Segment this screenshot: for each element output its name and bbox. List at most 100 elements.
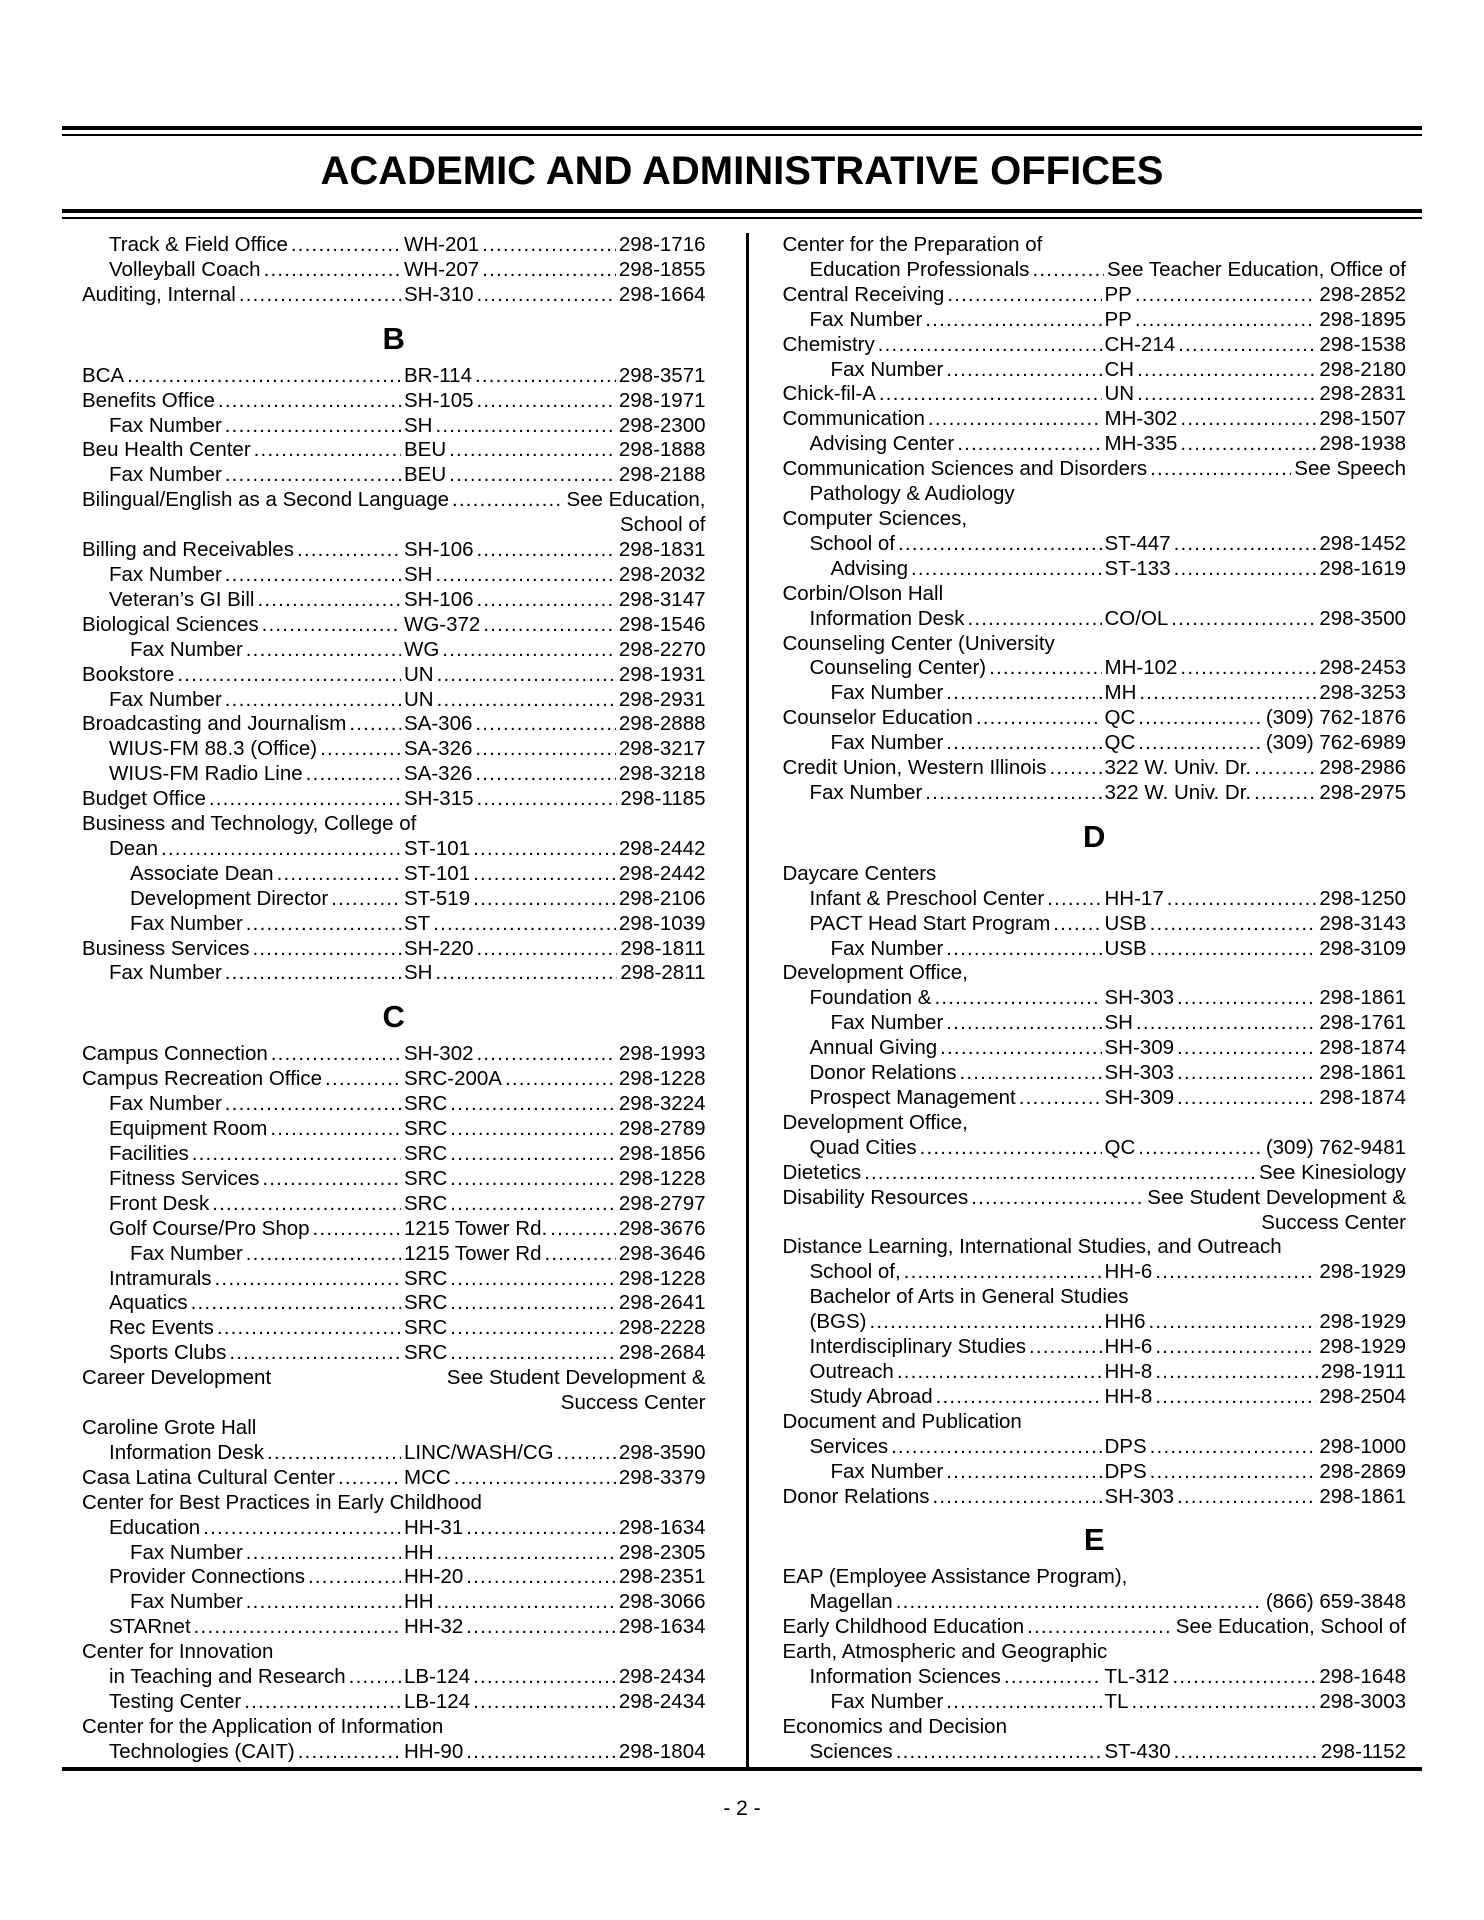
entry-left: Technologies (CAIT) xyxy=(109,1740,404,1765)
dot-leader xyxy=(545,1242,616,1267)
entry-location: SA-326 xyxy=(404,737,473,761)
dot-leader xyxy=(257,588,401,613)
entry-left: Fax Number xyxy=(831,1011,1105,1036)
directory-entry: Auditing, Internal SH-310 298-1664 xyxy=(82,283,706,308)
directory-entry: Fitness Services SRC 298-1228 xyxy=(82,1167,706,1192)
dot-leader xyxy=(928,407,1102,432)
directory-entry: Counseling Center) MH-102 298-2453 xyxy=(783,656,1407,681)
entry-phone: 298-1931 xyxy=(618,662,706,686)
entry-left: Provider Connections xyxy=(109,1565,404,1590)
entry-name: (BGS) xyxy=(809,1310,867,1334)
entry-name: Sports Clubs xyxy=(109,1341,227,1365)
entry-name: Broadcasting and Journalism xyxy=(82,712,347,736)
dot-leader xyxy=(864,1161,1256,1186)
entry-name: Center for Best Practices in Early Child… xyxy=(82,1490,482,1514)
dot-leader xyxy=(313,1217,401,1242)
dot-leader xyxy=(435,563,615,588)
dot-leader xyxy=(946,937,1101,962)
entry-left: Equipment Room xyxy=(109,1117,404,1142)
directory-entry: Chemistry CH-214 298-1538 xyxy=(783,333,1407,358)
entry-name: WIUS-FM 88.3 (Office) xyxy=(109,737,318,761)
entry-location: MH-335 xyxy=(1104,432,1178,456)
directory-entry: Center for Innovation xyxy=(82,1640,706,1665)
entry-name: Fax Number xyxy=(130,911,243,935)
entry-phone: 298-2869 xyxy=(1319,1459,1406,1483)
directory-entry: Quad Cities QC (309) 762-9481 xyxy=(783,1136,1407,1161)
dot-leader xyxy=(225,563,401,588)
dot-leader xyxy=(466,1516,616,1541)
entry-name: Front Desk xyxy=(109,1191,210,1215)
dot-leader xyxy=(450,1092,616,1117)
dot-leader xyxy=(898,532,1102,557)
dot-leader xyxy=(1019,1086,1102,1111)
entry-name: Center for the Preparation of xyxy=(782,233,1043,256)
directory-entry: Fax Number HH 298-2305 xyxy=(82,1541,706,1566)
dot-leader xyxy=(262,1167,401,1192)
entry-phone: 298-2852 xyxy=(1319,282,1406,306)
entry-name: Fax Number xyxy=(109,413,222,437)
directory-entry: Rec Events SRC 298-2228 xyxy=(82,1316,706,1341)
entry-location: DPS xyxy=(1104,1434,1147,1458)
entry-continuation-text: Success Center xyxy=(560,1391,706,1415)
dot-leader xyxy=(239,283,401,308)
entry-name: Bookstore xyxy=(82,662,175,686)
dot-leader xyxy=(1053,912,1101,937)
dot-leader xyxy=(433,912,616,937)
dot-leader xyxy=(349,1665,401,1690)
entry-phone: 298-1452 xyxy=(1319,531,1406,555)
directory-entry: Communication Sciences and Disorders See … xyxy=(783,457,1407,482)
dot-leader xyxy=(1150,937,1317,962)
entry-name: Track & Field Office xyxy=(109,233,288,256)
dot-leader xyxy=(1174,557,1317,582)
top-double-rule xyxy=(62,126,1422,136)
entry-phone: 298-2453 xyxy=(1319,656,1406,680)
entry-name: Center for Innovation xyxy=(82,1640,274,1664)
entry-name: Earth, Atmospheric and Geographic xyxy=(782,1640,1108,1664)
dot-leader xyxy=(246,638,401,663)
entry-left: Donor Relations xyxy=(810,1061,1105,1086)
entry-phone: 298-3147 xyxy=(618,587,706,611)
entry-name: Development Director xyxy=(130,886,329,910)
entry-phone: 298-2434 xyxy=(618,1689,706,1713)
entry-phone: 298-1761 xyxy=(1319,1011,1406,1035)
entry-name: Technologies (CAIT) xyxy=(109,1739,295,1763)
entry-phone: 298-2831 xyxy=(1319,382,1406,406)
entry-left: Chemistry xyxy=(783,333,1105,358)
entry-name: Interdisciplinary Studies xyxy=(809,1335,1027,1359)
entry-name: Bachelor of Arts in General Studies xyxy=(809,1285,1129,1309)
dot-leader xyxy=(466,1615,616,1640)
entry-name: Communication xyxy=(782,407,925,431)
page-title: ACADEMIC AND ADMINISTRATIVE OFFICES xyxy=(320,149,1164,193)
entry-name: Counseling Center (University xyxy=(782,631,1055,655)
entry-name: Bilingual/English as a Second Language xyxy=(82,488,449,512)
entry-location: CH xyxy=(1104,357,1135,381)
entry-location: TL xyxy=(1104,1689,1129,1713)
entry-name: Fax Number xyxy=(830,1459,944,1483)
entry-name: Fax Number xyxy=(830,731,944,755)
directory-entry: Fax Number SRC 298-3224 xyxy=(82,1092,706,1117)
entry-left: Fax Number xyxy=(130,1590,404,1615)
entry-phone: 298-1811 xyxy=(620,936,706,960)
dot-leader xyxy=(946,1690,1101,1715)
dot-leader xyxy=(306,762,401,787)
directory-entry: Fax Number SH 298-2300 xyxy=(82,414,706,439)
entry-name: Equipment Room xyxy=(109,1117,268,1141)
entry-phone: 298-2986 xyxy=(1319,756,1406,780)
entry-name: Advising xyxy=(830,556,909,580)
dot-leader xyxy=(435,961,617,986)
dot-leader xyxy=(934,986,1101,1011)
entry-left: Billing and Receivables xyxy=(82,538,404,563)
entry-name: Magellan xyxy=(809,1590,893,1614)
entry-phone: 298-1929 xyxy=(1319,1335,1406,1359)
directory-entry: Fax Number BEU 298-2188 xyxy=(82,463,706,488)
header-double-rule xyxy=(62,209,1422,219)
entry-name: Credit Union, Western Illinois xyxy=(782,756,1047,780)
dot-leader xyxy=(1171,607,1316,632)
dot-leader xyxy=(1155,1260,1316,1285)
directory-entry: Front Desk SRC 298-2797 xyxy=(82,1192,706,1217)
entry-name: Donor Relations xyxy=(809,1061,957,1085)
directory-entry: Outreach HH-8 298-1911 xyxy=(783,1360,1407,1385)
entry-left: Fax Number xyxy=(831,358,1105,383)
dot-leader xyxy=(473,1690,616,1715)
entry-name: Chick-fil-A xyxy=(782,382,876,406)
